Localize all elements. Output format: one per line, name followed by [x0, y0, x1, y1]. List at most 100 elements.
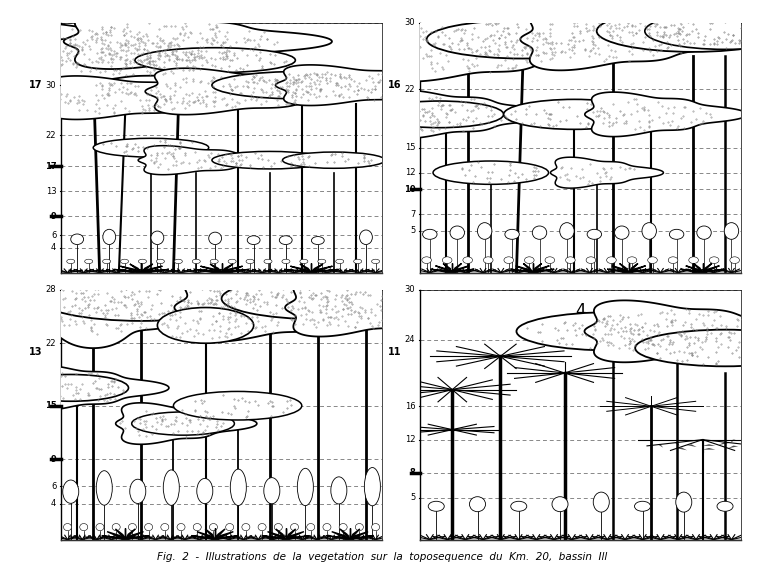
- Polygon shape: [125, 529, 135, 540]
- Ellipse shape: [228, 259, 236, 264]
- Ellipse shape: [560, 223, 575, 239]
- Polygon shape: [658, 445, 663, 448]
- Text: 1: 1: [216, 35, 227, 53]
- Ellipse shape: [282, 259, 290, 264]
- Ellipse shape: [299, 259, 308, 264]
- Ellipse shape: [71, 234, 83, 244]
- Ellipse shape: [429, 502, 445, 511]
- Polygon shape: [703, 266, 720, 273]
- Text: 28: 28: [46, 285, 57, 294]
- Ellipse shape: [422, 257, 432, 264]
- Ellipse shape: [193, 259, 200, 264]
- Polygon shape: [14, 365, 169, 411]
- Polygon shape: [284, 269, 312, 273]
- Polygon shape: [629, 266, 646, 273]
- Ellipse shape: [209, 524, 218, 531]
- Ellipse shape: [422, 229, 437, 239]
- Ellipse shape: [697, 226, 711, 239]
- Ellipse shape: [274, 524, 283, 531]
- Ellipse shape: [450, 226, 465, 239]
- Ellipse shape: [63, 524, 72, 531]
- Polygon shape: [677, 448, 687, 450]
- Ellipse shape: [264, 478, 280, 504]
- Polygon shape: [115, 529, 125, 540]
- Ellipse shape: [645, 12, 764, 49]
- Polygon shape: [551, 157, 663, 188]
- Ellipse shape: [730, 257, 740, 264]
- Polygon shape: [350, 532, 368, 540]
- Polygon shape: [629, 264, 638, 273]
- Ellipse shape: [222, 278, 414, 319]
- Ellipse shape: [689, 257, 698, 264]
- Polygon shape: [435, 266, 452, 273]
- Ellipse shape: [197, 478, 213, 504]
- Ellipse shape: [504, 257, 513, 264]
- Polygon shape: [267, 532, 286, 540]
- Ellipse shape: [648, 257, 657, 264]
- Ellipse shape: [103, 229, 115, 244]
- Text: 13: 13: [29, 347, 42, 357]
- Polygon shape: [115, 403, 257, 444]
- Ellipse shape: [297, 469, 313, 506]
- Polygon shape: [114, 269, 141, 273]
- Text: 6: 6: [51, 482, 57, 491]
- Polygon shape: [607, 269, 629, 273]
- Ellipse shape: [355, 524, 364, 531]
- Polygon shape: [276, 65, 473, 106]
- Text: Fig.  2  -  Illustrations  de  la  vegetation  sur  la  toposequence  du  Km.  2: Fig. 2 - Illustrations de la vegetation …: [157, 552, 607, 562]
- Ellipse shape: [85, 259, 92, 264]
- Polygon shape: [523, 264, 533, 273]
- Polygon shape: [121, 266, 141, 273]
- Ellipse shape: [669, 229, 684, 239]
- Ellipse shape: [375, 101, 503, 128]
- Ellipse shape: [13, 374, 128, 401]
- Polygon shape: [452, 266, 469, 273]
- Polygon shape: [452, 269, 474, 273]
- Ellipse shape: [157, 307, 254, 343]
- Ellipse shape: [668, 257, 678, 264]
- Polygon shape: [39, 39, 251, 82]
- Polygon shape: [222, 266, 242, 273]
- Polygon shape: [703, 444, 715, 446]
- Text: 8: 8: [410, 469, 416, 478]
- Polygon shape: [125, 536, 149, 540]
- Ellipse shape: [442, 257, 452, 264]
- Ellipse shape: [225, 524, 234, 531]
- Ellipse shape: [209, 232, 222, 244]
- Text: 4: 4: [51, 243, 57, 252]
- Polygon shape: [675, 442, 680, 446]
- Polygon shape: [584, 92, 747, 136]
- Ellipse shape: [627, 257, 637, 264]
- Text: 12: 12: [405, 435, 416, 444]
- Polygon shape: [130, 264, 141, 273]
- Ellipse shape: [635, 329, 764, 366]
- Ellipse shape: [135, 48, 296, 73]
- Polygon shape: [138, 145, 280, 175]
- Text: 2: 2: [575, 35, 586, 53]
- Polygon shape: [39, 76, 251, 119]
- Text: 17: 17: [44, 162, 57, 171]
- Polygon shape: [350, 529, 360, 540]
- Ellipse shape: [484, 257, 493, 264]
- Polygon shape: [286, 536, 309, 540]
- Polygon shape: [584, 300, 764, 362]
- Polygon shape: [312, 269, 338, 273]
- Text: 6: 6: [51, 231, 57, 240]
- Ellipse shape: [552, 496, 568, 512]
- Polygon shape: [612, 266, 629, 273]
- Ellipse shape: [717, 502, 733, 511]
- Ellipse shape: [246, 259, 254, 264]
- Polygon shape: [703, 269, 724, 273]
- Ellipse shape: [39, 276, 244, 321]
- Polygon shape: [703, 264, 712, 273]
- Text: 17: 17: [29, 80, 42, 90]
- Text: 22: 22: [46, 339, 57, 348]
- Polygon shape: [290, 266, 312, 273]
- Ellipse shape: [163, 470, 180, 506]
- Ellipse shape: [283, 152, 385, 168]
- Ellipse shape: [371, 524, 380, 531]
- Polygon shape: [511, 269, 533, 273]
- Polygon shape: [141, 269, 169, 273]
- Polygon shape: [687, 444, 697, 447]
- Ellipse shape: [157, 259, 164, 264]
